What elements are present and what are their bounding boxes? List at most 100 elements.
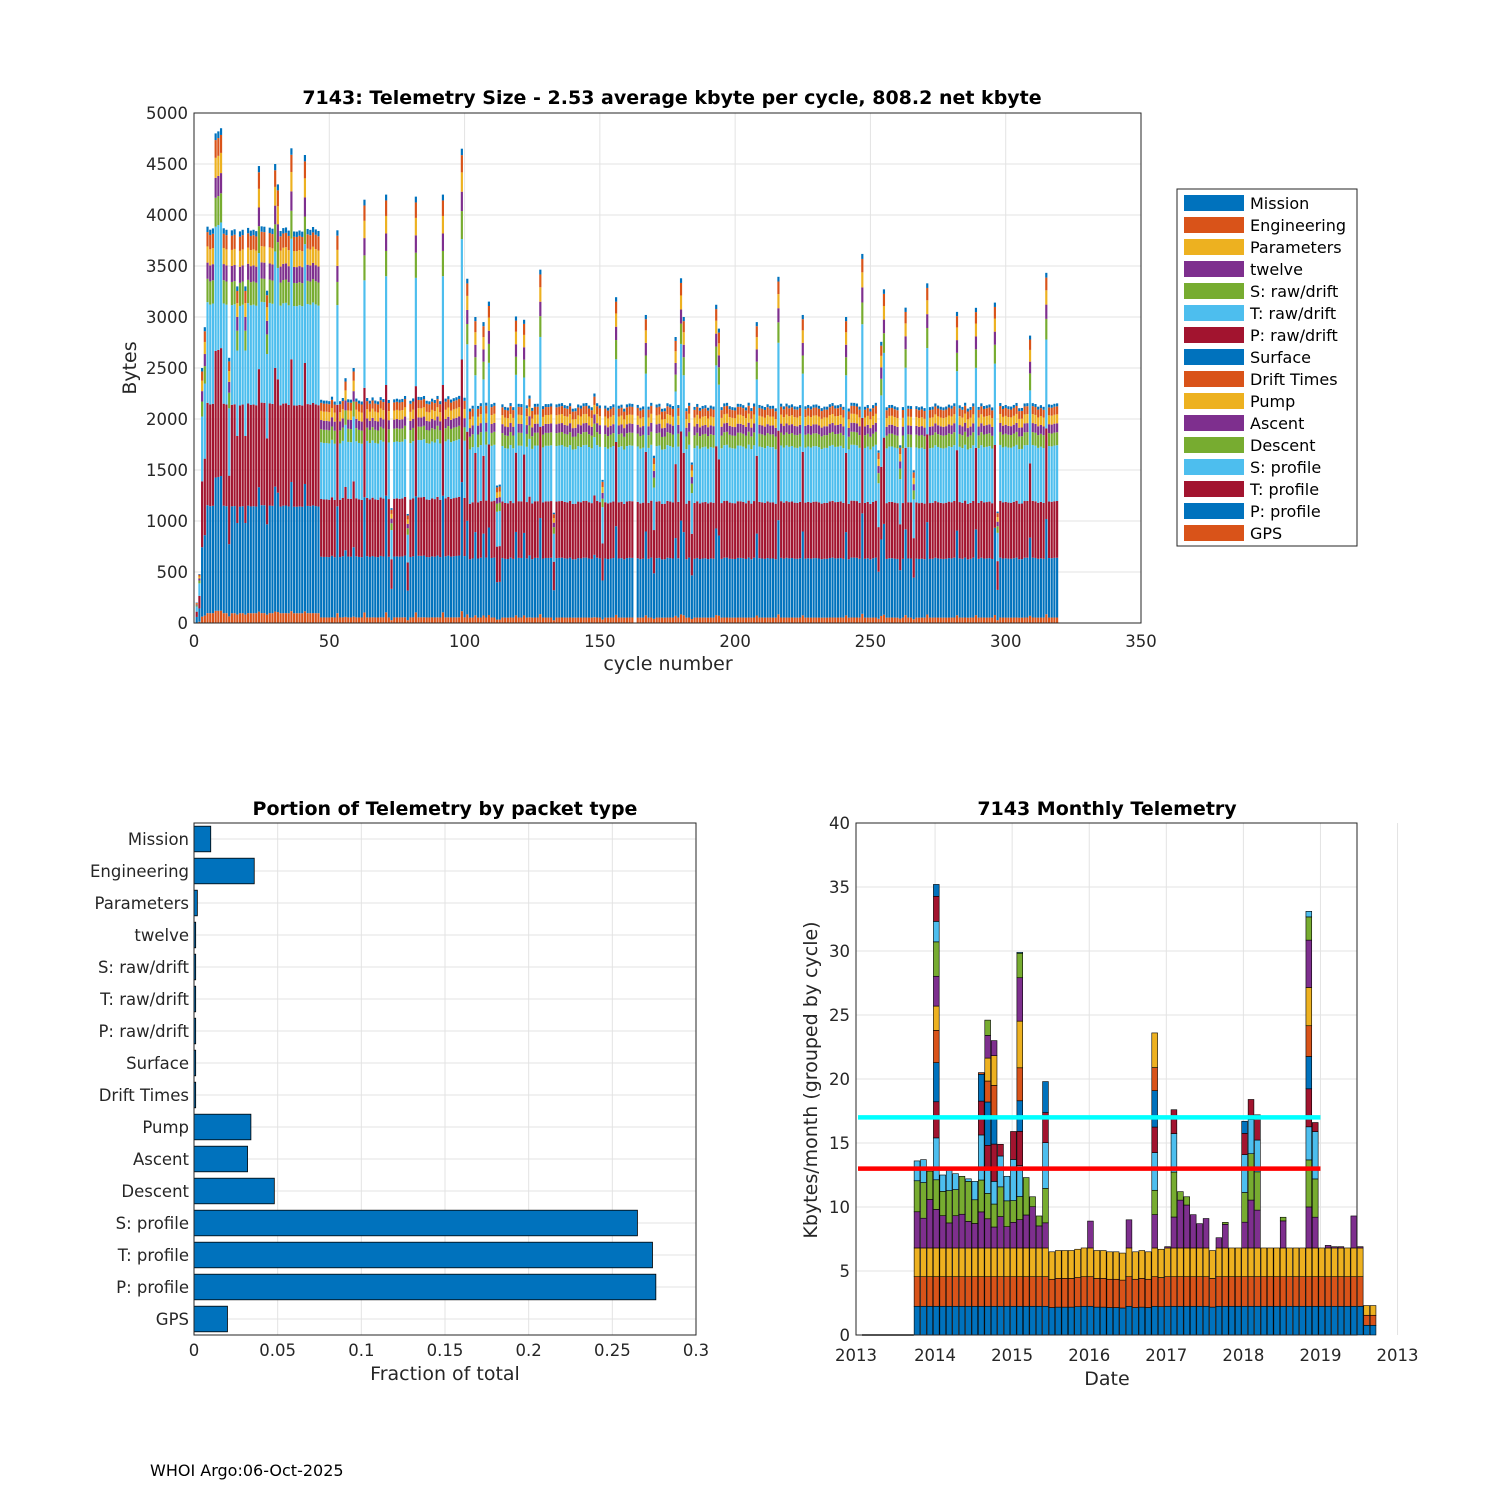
- bar-segment: [247, 403, 250, 506]
- bar-segment: [952, 1305, 959, 1336]
- bar-segment: [512, 407, 515, 411]
- x-tick-label: 100: [449, 632, 481, 651]
- bar-segment: [861, 417, 864, 514]
- bar-segment: [339, 557, 342, 618]
- bar-segment: [523, 615, 526, 623]
- bar-segment: [1254, 1305, 1261, 1336]
- bar-segment: [936, 558, 940, 618]
- bar-segment: [744, 435, 748, 449]
- bar-segment: [647, 617, 650, 623]
- bar-segment: [1016, 952, 1023, 979]
- bar-segment: [912, 619, 915, 623]
- bar-segment: [528, 438, 531, 497]
- bar-segment: [1050, 415, 1053, 425]
- bar-segment: [912, 477, 915, 485]
- bar-segment: [606, 418, 610, 428]
- bar-segment: [566, 502, 569, 559]
- bar-segment: [293, 306, 296, 406]
- bar-segment: [1292, 1247, 1300, 1277]
- bar-segment: [688, 557, 691, 618]
- bar-segment: [890, 558, 894, 618]
- bar-segment: [1151, 1189, 1158, 1215]
- bar-segment: [533, 432, 537, 446]
- bar-segment: [639, 503, 642, 560]
- bar-segment: [888, 446, 891, 502]
- bar-segment: [447, 416, 450, 427]
- bar-segment: [252, 235, 255, 250]
- bar-segment: [585, 405, 588, 414]
- bar-segment: [793, 502, 796, 559]
- bar-segment: [625, 415, 628, 425]
- bar-segment: [339, 617, 342, 623]
- bar-segment: [1001, 502, 1005, 559]
- bar-segment: [452, 617, 455, 623]
- bar-segment: [563, 408, 566, 416]
- bar-segment: [249, 266, 252, 283]
- bar-segment: [214, 133, 217, 141]
- bar-segment: [260, 613, 263, 623]
- bar-segment: [490, 404, 493, 408]
- bar-segment: [366, 556, 369, 618]
- bar-segment: [855, 501, 858, 558]
- bar-segment: [734, 410, 737, 419]
- bar-segment: [717, 367, 720, 385]
- bar-segment: [1170, 1305, 1178, 1336]
- bar-segment: [650, 557, 653, 618]
- bar-segment: [458, 439, 461, 497]
- bar-segment: [458, 398, 461, 408]
- bar-segment: [923, 503, 926, 560]
- bar-segment: [487, 444, 491, 528]
- bar-segment: [952, 1247, 959, 1277]
- bar-segment: [541, 425, 545, 435]
- bar-segment: [260, 301, 263, 403]
- bar-segment: [1157, 1248, 1165, 1278]
- bar-segment: [628, 414, 631, 424]
- bar-segment: [693, 502, 696, 559]
- bar-segment: [1125, 1219, 1133, 1249]
- bar-segment: [298, 250, 301, 267]
- bar-segment: [755, 615, 758, 623]
- bar-segment: [325, 403, 328, 412]
- bar-segment: [885, 448, 888, 504]
- bar-segment: [712, 417, 715, 427]
- bar-segment: [639, 407, 642, 411]
- bar-segment: [290, 611, 293, 623]
- bar-segment: [298, 404, 301, 507]
- bar-segment: [317, 266, 320, 283]
- bar-segment: [666, 423, 669, 433]
- bar-segment: [744, 410, 748, 419]
- bar-segment: [978, 1179, 985, 1213]
- bar-segment: [468, 436, 472, 450]
- bar-segment: [812, 424, 815, 434]
- bar-segment: [406, 523, 409, 529]
- bar-segment: [512, 435, 515, 449]
- bar-segment: [379, 617, 382, 623]
- bar-segment: [658, 423, 661, 433]
- bar-segment: [918, 617, 921, 623]
- bar-segment: [479, 432, 482, 446]
- bar-segment: [928, 407, 932, 411]
- bar-segment: [609, 617, 612, 623]
- bar-segment: [468, 617, 472, 623]
- bar-segment: [547, 423, 550, 433]
- bar-segment: [514, 356, 518, 375]
- bar-segment: [525, 408, 528, 417]
- bar-segment: [1039, 617, 1042, 623]
- bar-segment: [739, 406, 742, 415]
- bar-segment: [263, 402, 266, 506]
- bar-segment: [880, 378, 883, 396]
- bar-segment: [858, 558, 861, 618]
- bar-segment: [642, 434, 645, 448]
- bar-segment: [282, 303, 285, 404]
- bar-segment: [596, 500, 599, 558]
- bar-segment: [295, 306, 298, 406]
- bar-segment: [368, 400, 371, 404]
- bar-segment: [412, 418, 415, 428]
- bar-segment: [260, 231, 263, 247]
- bar-segment: [585, 431, 588, 445]
- bar-segment: [436, 395, 439, 400]
- bar-segment: [631, 414, 634, 424]
- bar-segment: [298, 282, 301, 306]
- bar-segment: [295, 283, 298, 307]
- bar-segment: [1012, 415, 1015, 425]
